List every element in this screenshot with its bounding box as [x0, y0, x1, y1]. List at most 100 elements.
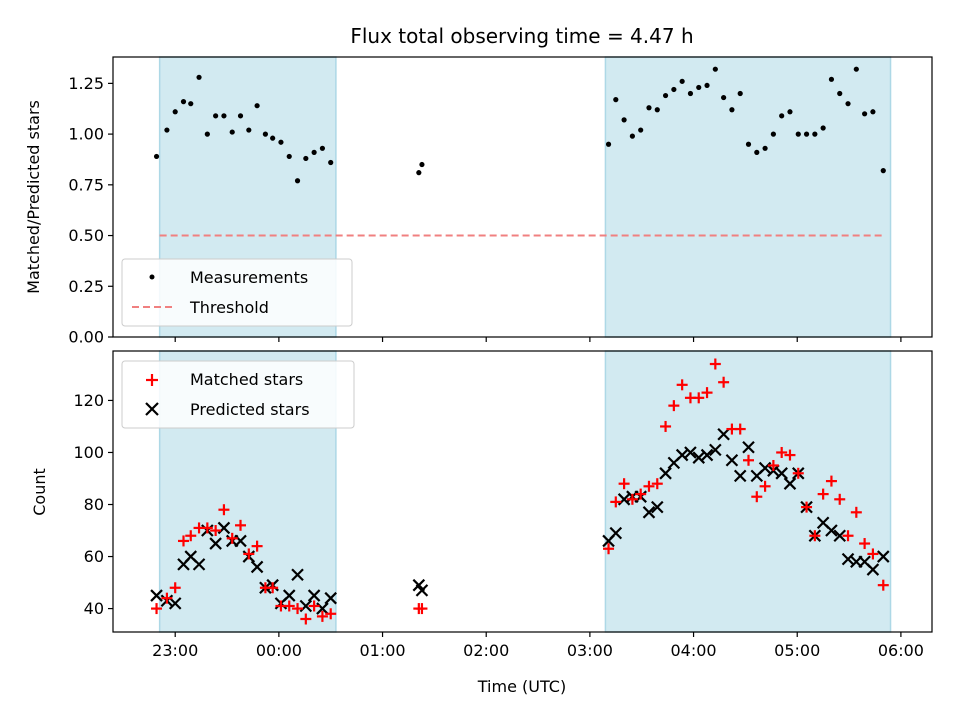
- predicted-point: [866, 563, 880, 576]
- top-plot-frame: [112, 56, 933, 338]
- matched-point: [210, 525, 222, 537]
- predicted-point: [609, 526, 623, 540]
- measurement-point: [737, 90, 743, 97]
- measurement-point: [319, 145, 326, 151]
- matched-point: [834, 493, 846, 505]
- measurement-point: [204, 131, 210, 137]
- predicted-point: [675, 448, 689, 462]
- matched-point: [859, 538, 871, 550]
- predicted-point: [650, 500, 664, 514]
- matched-point: [701, 387, 713, 399]
- matched-point: [626, 493, 638, 505]
- matched-point: [825, 475, 837, 487]
- measurement-point: [828, 76, 835, 82]
- top-x-ticks: [174, 337, 902, 342]
- measurement-point: [164, 127, 170, 133]
- predicted-point: [783, 477, 797, 490]
- bottom-legend: Matched stars Predicted stars: [121, 360, 355, 429]
- top-y-tick-label: 0.50: [68, 226, 104, 245]
- x-tick-label: 03:00: [567, 641, 613, 660]
- matched-point: [300, 613, 312, 625]
- measurement-point: [629, 133, 635, 139]
- top-y-tick-label: 0.75: [68, 175, 104, 194]
- measurement-points: [153, 66, 886, 184]
- x-tick-label: 02:00: [463, 641, 509, 660]
- measurement-point: [278, 139, 284, 145]
- measurement-point: [262, 131, 268, 137]
- measurement-point: [303, 155, 309, 162]
- predicted-point: [841, 552, 855, 566]
- matched-points: [151, 358, 889, 625]
- matched-point: [877, 579, 889, 591]
- x-tick-label: 04:00: [671, 641, 717, 660]
- measurement-point: [704, 82, 710, 89]
- matched-point: [693, 392, 705, 404]
- bottom-plot-frame: [112, 350, 933, 633]
- bottom-y-tick-label: 40: [84, 599, 104, 618]
- top-y-tick-label: 0.25: [68, 277, 104, 296]
- matched-point: [235, 519, 247, 531]
- matched-point: [325, 608, 337, 620]
- measurement-point: [270, 135, 276, 141]
- chart-title: Flux total observing time = 4.47 h: [350, 24, 693, 48]
- x-axis-label: Time (UTC): [477, 677, 566, 696]
- legend-threshold-label: Threshold: [189, 298, 269, 317]
- measurement-point: [246, 127, 252, 133]
- matched-point: [751, 491, 763, 503]
- measurement-point: [671, 86, 677, 93]
- x-tick-label: 06:00: [878, 641, 924, 660]
- matched-point: [776, 446, 788, 458]
- bottom-x-ticks: 23:00 00:00 01:00 02:00 03:00 04:00 05:00 06:00: [152, 632, 924, 660]
- matched-point: [251, 540, 263, 552]
- matched-point: [267, 582, 279, 594]
- matched-point: [603, 543, 615, 555]
- matched-point: [177, 535, 189, 547]
- matched-point: [169, 582, 181, 594]
- predicted-point: [659, 467, 672, 480]
- matched-point: [718, 376, 730, 388]
- legend-measurements-label: Measurements: [190, 268, 308, 287]
- legend-predicted-label: Predicted stars: [190, 400, 310, 419]
- measurement-point: [294, 178, 301, 184]
- predicted-point: [324, 591, 337, 605]
- measurement-point: [696, 84, 702, 91]
- bottom-y-tick-label: 100: [73, 443, 104, 462]
- top-y-tick-label: 1.25: [68, 74, 104, 93]
- bottom-panel: 40 60 80 100 120 23:00 00:00 01:00 02:00 03:00 04…: [30, 350, 933, 696]
- matched-point: [201, 522, 213, 534]
- top-legend-box: [121, 258, 353, 327]
- predicted-point: [709, 443, 722, 457]
- matched-point: [792, 467, 804, 479]
- top-y-tick-label: 0.00: [68, 328, 104, 347]
- measurement-point: [803, 131, 810, 137]
- bottom-y-tick-label: 120: [73, 391, 104, 410]
- matched-point: [651, 478, 663, 490]
- bottom-y-tick-label: 60: [84, 547, 104, 566]
- predicted-point: [775, 467, 788, 480]
- top-y-tick-label: 1.00: [68, 125, 104, 144]
- measurement-point: [721, 94, 727, 101]
- predicted-point: [833, 529, 847, 543]
- measurement-point: [845, 101, 851, 107]
- matched-point: [734, 423, 746, 435]
- measurement-point: [221, 113, 227, 119]
- predicted-point: [684, 446, 697, 459]
- predicted-point: [692, 451, 706, 464]
- bottom-y-axis-label: Count: [30, 468, 49, 516]
- measurement-point: [712, 66, 718, 72]
- measurement-point: [687, 90, 694, 97]
- predicted-point: [250, 560, 264, 574]
- predicted-point: [168, 597, 182, 610]
- measurement-point: [745, 141, 752, 147]
- measurement-point: [605, 141, 612, 147]
- top-y-ticks: 0.00 0.25 0.50 0.75 1.00 1.25: [68, 74, 113, 347]
- top-y-axis-label: Matched/Predicted stars: [24, 100, 43, 294]
- measurement-point: [416, 170, 422, 176]
- measurement-point: [237, 113, 244, 119]
- matched-point: [416, 603, 428, 615]
- matched-point: [801, 501, 813, 513]
- top-legend: Measurements Threshold: [121, 258, 353, 327]
- bottom-window-1: [604, 350, 892, 633]
- predicted-point: [291, 568, 304, 582]
- matched-point: [635, 488, 647, 500]
